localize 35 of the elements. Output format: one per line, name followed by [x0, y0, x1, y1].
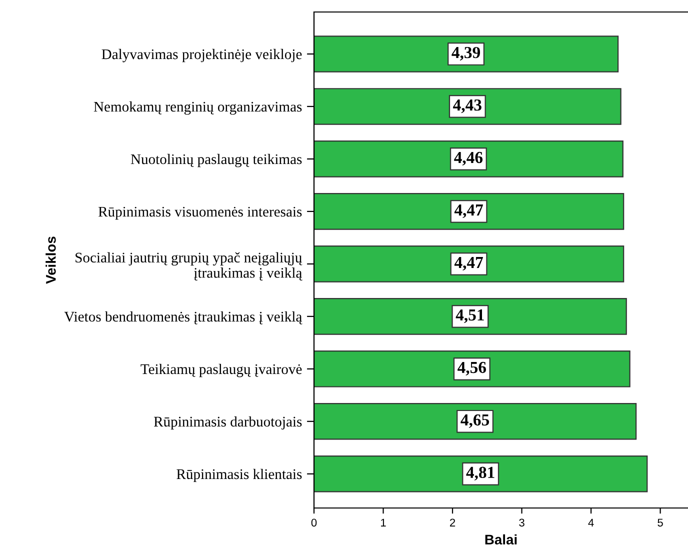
bar [314, 88, 622, 125]
data-label: 4,81 [466, 466, 494, 480]
x-tick-label: 0 [311, 518, 317, 527]
x-tick-label: 5 [658, 518, 663, 527]
y-tick-label: Rūpinimasis darbuotojais [154, 416, 302, 430]
x-tick-label: 1 [381, 518, 386, 526]
bar [314, 402, 637, 440]
bar [314, 455, 648, 492]
data-label: 4,65 [460, 414, 489, 428]
bar [314, 298, 627, 335]
x-tick-label: 4 [588, 518, 594, 526]
y-axis-title: Veiklos [46, 236, 56, 284]
data-label: 4,43 [453, 99, 482, 114]
y-tick-label: Nuotolinių paslaugų teikimas [130, 154, 302, 168]
data-label: 4,51 [456, 309, 484, 324]
bar [314, 36, 619, 72]
data-label: 4,46 [454, 152, 483, 166]
x-tick-label: 3 [519, 518, 524, 527]
y-tick-label: Rūpinimasis visuomenės interesais [98, 206, 302, 220]
y-tick-label: Dalyvavimas projektinėje veikloje [102, 48, 302, 62]
bar [314, 140, 624, 178]
y-tick-label: Teikiamų paslaugų įvairovė [140, 364, 302, 378]
bar [314, 350, 630, 388]
x-tick-label: 2 [450, 518, 456, 526]
data-label: 4,39 [452, 46, 480, 61]
data-label: 4,56 [458, 362, 486, 376]
y-tick-label: Rūpinimasis klientais [176, 468, 302, 482]
x-axis-title: Balai [485, 534, 517, 545]
bar [314, 246, 624, 282]
y-tick-label: Vietos bendruomenės įtraukimas į veiklą [64, 311, 302, 324]
bar [314, 193, 624, 230]
y-tick-label: Nemokamų renginių organizavimas [94, 101, 302, 115]
y-tick-label: Socialiai jautrių grupių ypač neįgaliųjų įtraukimas į veiklą [76, 252, 302, 281]
data-label: 4,47 [454, 204, 483, 218]
data-label: 4,47 [454, 256, 483, 271]
